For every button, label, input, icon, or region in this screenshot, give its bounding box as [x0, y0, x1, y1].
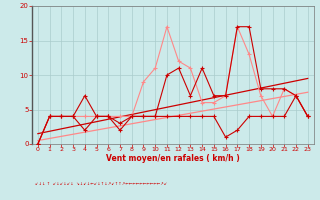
Text: ↙↓↓ ↑  ↙↓↙↓↙↓  ↘↓↙↓←↙↓↑↓↗↙↑↑↗←←←←←←←←←←↗↙: ↙↓↓ ↑ ↙↓↙↓↙↓ ↘↓↙↓←↙↓↑↓↗↙↑↑↗←←←←←←←←←←↗↙: [35, 182, 167, 186]
X-axis label: Vent moyen/en rafales ( km/h ): Vent moyen/en rafales ( km/h ): [106, 154, 240, 163]
